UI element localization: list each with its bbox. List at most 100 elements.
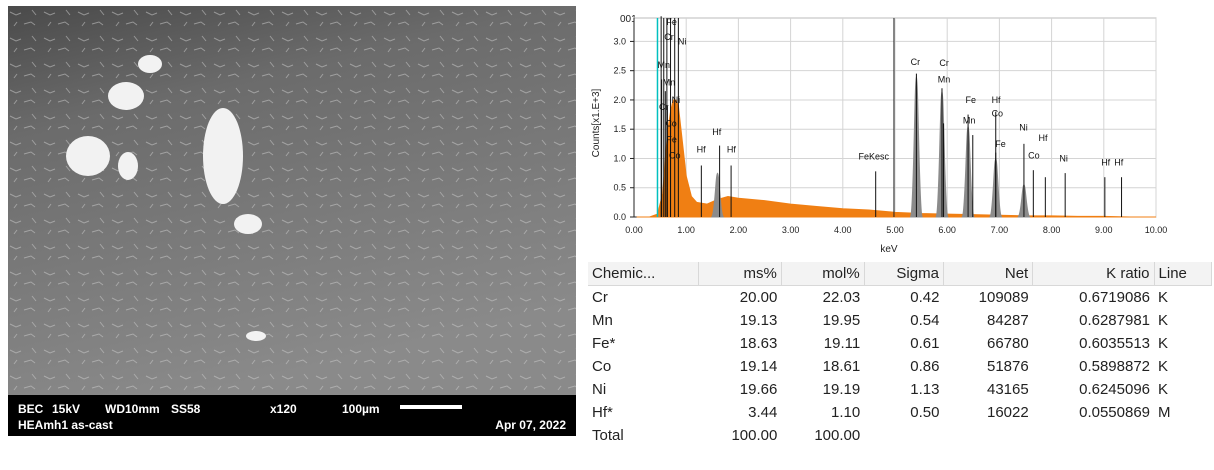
- line-cell: M: [1158, 404, 1171, 421]
- element-label: Fe: [965, 95, 976, 105]
- table-row[interactable]: Ni 19.66 19.19 1.13 43165 0.6245096 K: [588, 378, 1212, 401]
- chart-line-markers: [656, 16, 1123, 217]
- mass-percent-cell: 100.00: [731, 427, 778, 444]
- mass-percent-cell: 19.13: [739, 312, 778, 329]
- x-tick-label: 0.00: [625, 225, 643, 235]
- x-tick-label: 8.00: [1043, 225, 1061, 235]
- net-cell: 43165: [986, 381, 1029, 398]
- table-row[interactable]: Fe* 18.63 19.11 0.61 66780 0.6035513 K: [588, 332, 1212, 355]
- column-header[interactable]: mol%: [781, 262, 865, 286]
- element-label: Hf: [1114, 157, 1123, 167]
- spectrum-label: 001: [620, 14, 637, 25]
- mol-percent-cell: 19.19: [822, 381, 861, 398]
- element-label: Hf: [1101, 157, 1110, 167]
- x-tick-label: 10.00: [1145, 225, 1168, 235]
- element-label: FeKesc: [858, 152, 889, 162]
- y-tick-label: 2.0: [613, 95, 626, 105]
- element-label: Hf: [992, 95, 1001, 105]
- element-cell: Fe*: [592, 335, 616, 352]
- y-tick-label: 0.0: [613, 212, 626, 222]
- sem-sample-name: HEAmh1 as-cast: [18, 418, 113, 432]
- element-label: Ni: [1019, 122, 1028, 132]
- column-header[interactable]: K ratio: [1032, 262, 1155, 286]
- mass-percent-cell: 20.00: [739, 289, 778, 306]
- y-axis-label: Counts[x1.E+3]: [591, 88, 602, 157]
- line-cell: K: [1158, 312, 1169, 329]
- sem-voltage: 15kV: [52, 402, 81, 416]
- line-cell: K: [1158, 335, 1169, 352]
- element-label: Fe: [995, 139, 1006, 149]
- net-cell: 109089: [978, 289, 1029, 306]
- element-label: Mn: [938, 74, 951, 84]
- sem-micrograph: BEC 15kV WD10mm SS58 x120 100µm HEAmh1 a…: [8, 6, 576, 436]
- net-cell: 84287: [986, 312, 1029, 329]
- element-label: Cr: [911, 57, 921, 67]
- net-cell: 51876: [986, 358, 1029, 375]
- element-label: Cr: [939, 58, 949, 68]
- mass-percent-cell: 19.14: [739, 358, 778, 375]
- table-row[interactable]: Cr 20.00 22.03 0.42 109089 0.6719086 K: [588, 286, 1212, 310]
- sigma-cell: 0.42: [910, 289, 940, 306]
- table-row[interactable]: Co 19.14 18.61 0.86 51876 0.5898872 K: [588, 355, 1212, 378]
- sem-scale-label: 100µm: [342, 402, 380, 416]
- x-axis-ticks: 0.00 1.00 2.00 3.00 4.00 5.00 6.00 7.00 8.00 9.00…: [625, 225, 1167, 235]
- sem-image: [8, 6, 576, 395]
- mol-percent-cell: 18.61: [822, 358, 861, 375]
- net-cell: 66780: [986, 335, 1029, 352]
- line-cell: K: [1158, 381, 1169, 398]
- mol-percent-cell: 22.03: [822, 289, 861, 306]
- sigma-cell: 0.61: [910, 335, 940, 352]
- table-row[interactable]: Hf* 3.44 1.10 0.50 16022 0.0550869 M: [588, 401, 1212, 424]
- element-label: Mn: [963, 115, 976, 125]
- table-row[interactable]: Mn 19.13 19.95 0.54 84287 0.6287981 K: [588, 309, 1212, 332]
- element-label: Ni: [672, 95, 681, 105]
- element-label: Cr: [659, 102, 669, 112]
- column-header[interactable]: Net: [943, 262, 1034, 286]
- k-ratio-cell: 0.6035513: [1079, 335, 1151, 352]
- sem-spot-size: SS58: [171, 402, 201, 416]
- column-header[interactable]: ms%: [698, 262, 782, 286]
- k-ratio-cell: 0.6287981: [1079, 312, 1151, 329]
- element-label: Mn: [657, 60, 670, 70]
- mass-percent-cell: 19.66: [739, 381, 778, 398]
- sigma-cell: 0.50: [910, 404, 940, 421]
- x-tick-label: 3.00: [782, 225, 800, 235]
- sem-working-distance: WD10mm: [105, 402, 160, 416]
- column-header[interactable]: Sigma: [864, 262, 944, 286]
- element-label: Hf: [712, 127, 721, 137]
- column-header[interactable]: Line: [1154, 262, 1213, 286]
- element-label: Co: [669, 150, 681, 160]
- x-tick-label: 6.00: [938, 225, 956, 235]
- column-header[interactable]: Chemic...: [588, 262, 699, 286]
- mol-percent-cell: 100.00: [814, 427, 861, 444]
- mol-percent-cell: 1.10: [831, 404, 861, 421]
- scale-bar: [400, 405, 462, 409]
- chart-grid: [633, 17, 1157, 218]
- mass-percent-cell: 18.63: [739, 335, 778, 352]
- sem-magnification: x120: [270, 402, 297, 416]
- sigma-cell: [864, 424, 943, 447]
- y-tick-label: 3.0: [613, 36, 626, 46]
- x-tick-label: 7.00: [991, 225, 1009, 235]
- element-label: Cr: [664, 32, 674, 42]
- x-axis-label: keV: [880, 244, 898, 255]
- k-ratio-cell: 0.6719086: [1079, 289, 1151, 306]
- element-cell: Cr: [592, 289, 608, 306]
- y-axis-ticks: 0.0 0.5 1.0 1.5 2.0 2.5 3.0: [613, 36, 634, 222]
- line-cell: K: [1158, 289, 1169, 306]
- element-cell: Co: [592, 358, 612, 375]
- element-label: Hf: [697, 145, 706, 155]
- element-label: Ni: [1059, 153, 1068, 163]
- sem-date: Apr 07, 2022: [495, 418, 566, 432]
- mass-percent-cell: 3.44: [748, 404, 778, 421]
- y-tick-label: 0.5: [613, 183, 626, 193]
- line-cell: K: [1158, 358, 1169, 375]
- y-tick-label: 2.5: [613, 66, 626, 76]
- table-total-row[interactable]: Total 100.00 100.00: [588, 424, 1212, 447]
- x-tick-label: 4.00: [834, 225, 852, 235]
- y-tick-label: 1.5: [613, 124, 626, 134]
- x-tick-label: 9.00: [1095, 225, 1113, 235]
- k-ratio-cell: 0.0550869: [1079, 404, 1151, 421]
- sigma-cell: 1.13: [910, 381, 940, 398]
